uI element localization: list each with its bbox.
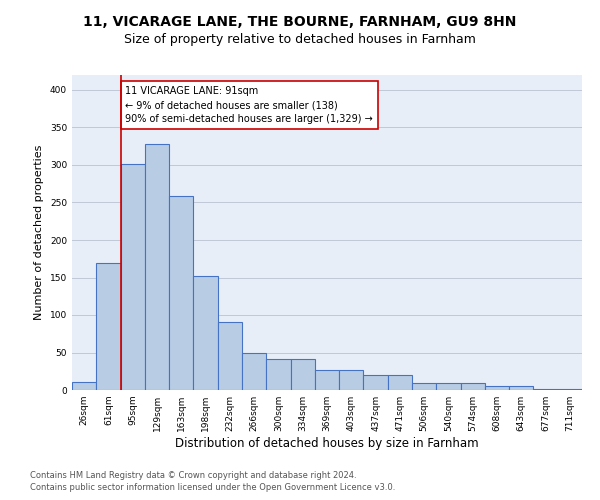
Bar — [412, 382, 436, 390]
Bar — [121, 164, 145, 390]
Bar — [436, 383, 461, 390]
Bar — [242, 352, 266, 390]
Bar — [461, 383, 485, 390]
Bar — [266, 358, 290, 390]
Bar — [509, 386, 533, 390]
Bar — [193, 276, 218, 390]
Bar — [290, 358, 315, 390]
Bar — [485, 386, 509, 390]
Bar — [315, 370, 339, 390]
Bar — [364, 375, 388, 390]
Text: 11 VICARAGE LANE: 91sqm
← 9% of detached houses are smaller (138)
90% of semi-de: 11 VICARAGE LANE: 91sqm ← 9% of detached… — [125, 86, 373, 124]
Text: Size of property relative to detached houses in Farnham: Size of property relative to detached ho… — [124, 32, 476, 46]
Text: Contains HM Land Registry data © Crown copyright and database right 2024.: Contains HM Land Registry data © Crown c… — [30, 471, 356, 480]
Bar — [96, 262, 121, 390]
Bar — [558, 388, 582, 390]
Y-axis label: Number of detached properties: Number of detached properties — [34, 145, 44, 320]
Bar — [533, 388, 558, 390]
X-axis label: Distribution of detached houses by size in Farnham: Distribution of detached houses by size … — [175, 437, 479, 450]
Text: 11, VICARAGE LANE, THE BOURNE, FARNHAM, GU9 8HN: 11, VICARAGE LANE, THE BOURNE, FARNHAM, … — [83, 15, 517, 29]
Bar — [388, 375, 412, 390]
Bar — [169, 196, 193, 390]
Text: Contains public sector information licensed under the Open Government Licence v3: Contains public sector information licen… — [30, 484, 395, 492]
Bar — [72, 382, 96, 390]
Bar — [145, 144, 169, 390]
Bar — [339, 370, 364, 390]
Bar — [218, 322, 242, 390]
